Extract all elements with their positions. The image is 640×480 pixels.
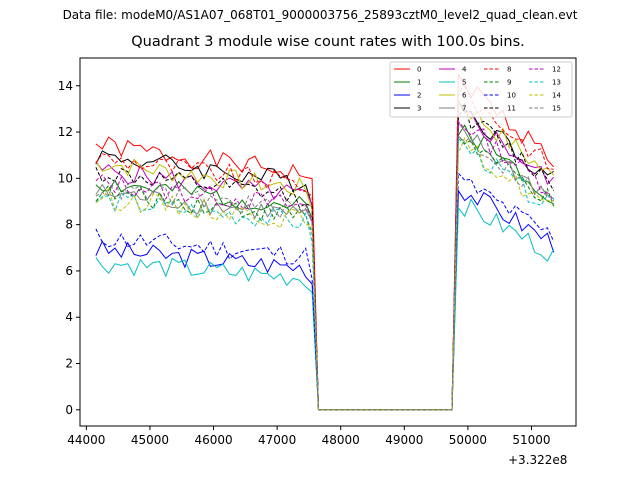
legend-label: 3 xyxy=(417,105,421,113)
x-tick-label: 49000 xyxy=(385,433,423,447)
y-tick-label: 0 xyxy=(65,403,73,417)
y-tick-label: 10 xyxy=(58,171,73,185)
x-tick-label: 51000 xyxy=(512,433,550,447)
x-tick-label: 46000 xyxy=(194,433,232,447)
legend-label: 13 xyxy=(552,79,561,87)
series-6-line xyxy=(95,98,555,411)
series-3-line xyxy=(95,99,554,411)
y-tick-label: 2 xyxy=(65,357,73,371)
series-15-line xyxy=(95,134,554,411)
legend-label: 14 xyxy=(552,92,561,100)
legend-label: 4 xyxy=(462,66,467,74)
legend-label: 6 xyxy=(462,92,467,100)
legend-label: 1 xyxy=(417,79,421,87)
series-12-line xyxy=(95,120,555,411)
y-tick-label: 4 xyxy=(65,310,73,324)
series-1-line xyxy=(95,124,554,411)
legend-label: 12 xyxy=(552,66,561,74)
x-tick-label: 48000 xyxy=(322,433,360,447)
x-tick-label: 45000 xyxy=(131,433,169,447)
suptitle-data-file: Data file: modeM0/AS1A07_068T01_90000037… xyxy=(62,8,578,22)
legend-box xyxy=(389,61,573,118)
legend-label: 0 xyxy=(417,66,421,74)
x-tick-label: 50000 xyxy=(449,433,487,447)
series-7-line xyxy=(95,120,554,411)
legend-label: 11 xyxy=(507,105,516,113)
series-4-line xyxy=(95,98,555,411)
series-0-line xyxy=(95,73,555,411)
legend-label: 15 xyxy=(552,105,561,113)
legend-label: 10 xyxy=(507,92,516,100)
x-tick-label: 47000 xyxy=(258,433,296,447)
series-5-line xyxy=(95,198,555,411)
legend-label: 7 xyxy=(462,105,466,113)
x-axis-offset-label: +3.322e8 xyxy=(508,453,568,467)
y-tick-label: 8 xyxy=(65,218,73,232)
y-tick-label: 14 xyxy=(58,79,73,93)
legend-label: 5 xyxy=(462,79,466,87)
series-14-line xyxy=(95,136,554,411)
series-2-line xyxy=(95,189,555,411)
y-tick-label: 6 xyxy=(65,264,73,278)
series-10-line xyxy=(95,171,555,411)
plot-title: Quadrant 3 module wise count rates with … xyxy=(131,34,525,50)
legend-label: 8 xyxy=(507,66,511,74)
legend-label: 9 xyxy=(507,79,511,87)
legend-label: 2 xyxy=(417,92,421,100)
y-tick-label: 12 xyxy=(58,125,73,139)
axes-frame xyxy=(79,57,577,427)
x-tick-label: 44000 xyxy=(67,433,105,447)
